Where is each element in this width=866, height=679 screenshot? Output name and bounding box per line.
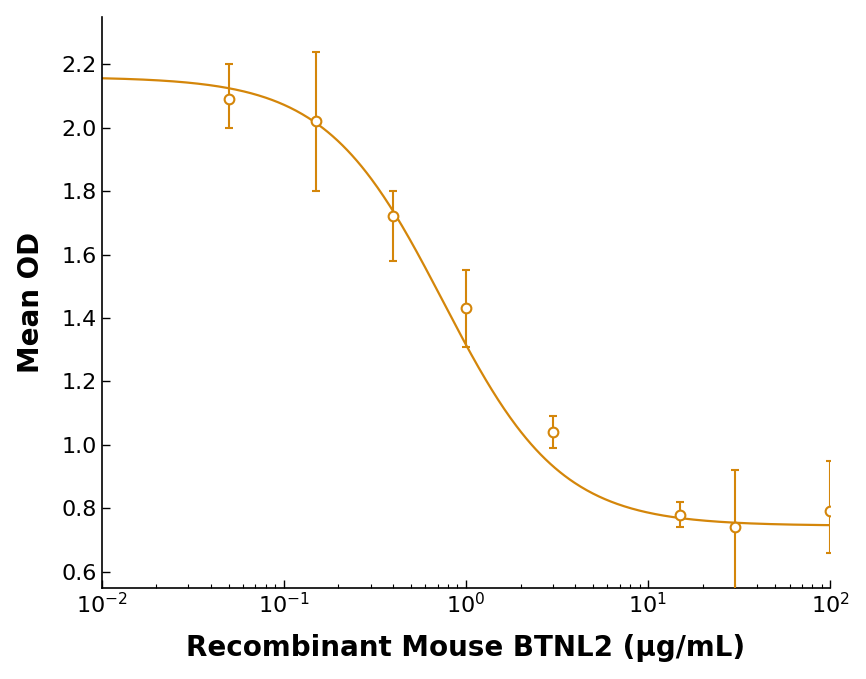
X-axis label: Recombinant Mouse BTNL2 (μg/mL): Recombinant Mouse BTNL2 (μg/mL) — [186, 634, 746, 662]
Y-axis label: Mean OD: Mean OD — [16, 232, 45, 373]
